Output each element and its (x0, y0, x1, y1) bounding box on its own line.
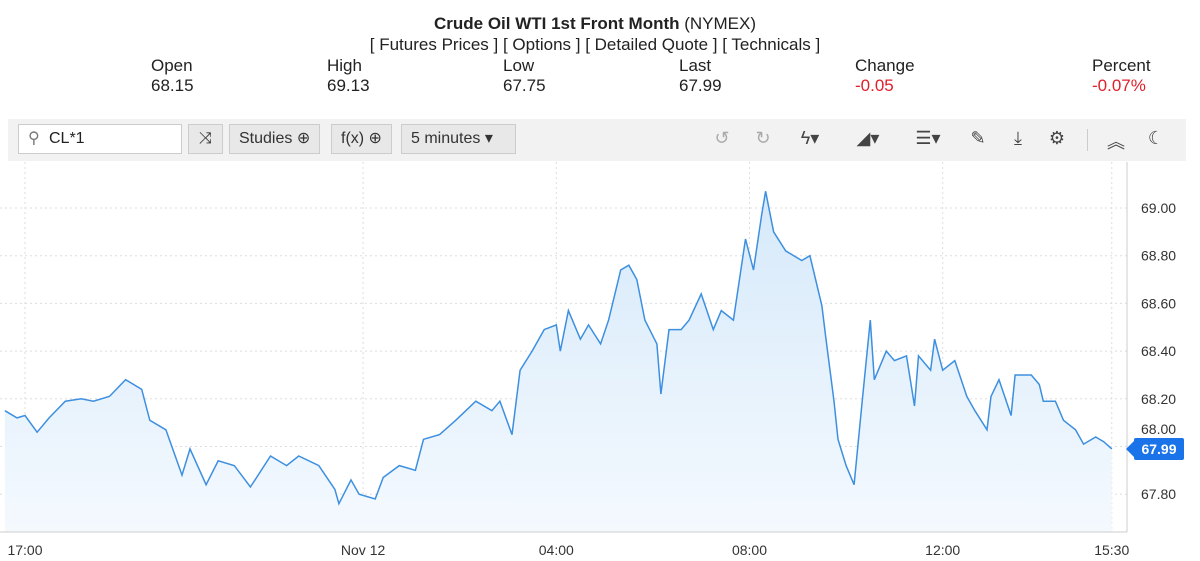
x-tick-label: 15:30 (1094, 542, 1129, 558)
collapse-icon[interactable]: ︽ (1107, 132, 1125, 152)
exchange-name: (NYMEX) (679, 14, 757, 33)
stat-label: Open (151, 56, 193, 75)
stat-value: 67.99 (679, 76, 722, 95)
chart-toolbar: ⚲ CL*1 ⤨ Studies ⊕ f(x) ⊕ 5 minutes ▾ ↺ ↻… (8, 119, 1186, 161)
y-tick-label: 68.20 (1141, 391, 1176, 407)
moon-icon[interactable]: ☾ (1147, 128, 1165, 148)
futures-prices-link[interactable]: [ Futures Prices ] (369, 35, 499, 54)
price-area (4, 191, 1112, 533)
stat-label: Low (503, 56, 535, 75)
stat-value: 67.75 (503, 76, 546, 95)
stat-high: High 69.13 (327, 56, 370, 96)
quote-links: [ Futures Prices ] [ Options ] [ Detaile… (0, 35, 1190, 55)
stat-change: Change -0.05 (855, 56, 915, 96)
price-line (4, 191, 1113, 506)
y-tick-label: 69.00 (1141, 200, 1176, 216)
options-link[interactable]: [ Options ] (502, 35, 581, 54)
stat-label: Last (679, 56, 712, 75)
y-tick-label: 68.40 (1141, 343, 1176, 359)
chart-type-icon[interactable]: ◢▾ (856, 128, 880, 148)
stat-value: 68.15 (151, 76, 194, 95)
stat-open: Open 68.15 (151, 56, 194, 96)
instrument-name: Crude Oil WTI 1st Front Month (433, 14, 680, 33)
x-tick-label: 08:00 (732, 542, 767, 558)
quote-title: Crude Oil WTI 1st Front Month (NYMEX) (0, 14, 1190, 34)
y-tick-label: 68.00 (1141, 421, 1176, 437)
symbol-search-input[interactable]: ⚲ CL*1 (18, 124, 182, 154)
stat-label: Percent (1092, 56, 1151, 75)
undo-icon[interactable]: ↺ (714, 128, 730, 148)
stat-value: -0.07% (1092, 76, 1146, 95)
toolbar-divider (1087, 129, 1088, 151)
y-tick-label: 68.80 (1141, 248, 1176, 264)
technicals-link[interactable]: [ Technicals ] (722, 35, 821, 54)
y-tick-label: 68.60 (1141, 295, 1176, 311)
price-chart[interactable]: 67.80 68.00 68.20 68.40 68.60 68.80 69.00 17:00… (0, 162, 1200, 561)
redo-icon[interactable]: ↻ (755, 128, 771, 148)
lightning-icon[interactable]: ϟ▾ (800, 128, 820, 148)
symbol-value: CL*1 (49, 130, 85, 147)
x-tick-label: 17:00 (7, 542, 42, 558)
last-price-badge: 67.99 (1126, 438, 1184, 460)
x-tick-label: 04:00 (539, 542, 574, 558)
stat-label: Change (855, 56, 915, 75)
stat-value: 69.13 (327, 76, 370, 95)
compare-button[interactable]: ⤨ (188, 124, 223, 154)
stat-value: -0.05 (855, 76, 894, 95)
stat-percent: Percent -0.07% (1092, 56, 1151, 96)
download-icon[interactable]: ⤓ (1014, 128, 1022, 148)
pencil-icon[interactable]: ✎ (970, 128, 986, 148)
shuffle-icon: ⤨ (199, 130, 212, 147)
y-tick-label: 67.80 (1141, 486, 1176, 502)
stat-label: High (327, 56, 362, 75)
stat-low: Low 67.75 (503, 56, 546, 96)
x-tick-label: Nov 12 (341, 542, 386, 558)
stat-last: Last 67.99 (679, 56, 722, 96)
studies-button[interactable]: Studies ⊕ (229, 124, 321, 154)
layout-icon[interactable]: ☰▾ (915, 128, 941, 148)
fx-button[interactable]: f(x) ⊕ (331, 124, 392, 154)
detailed-quote-link[interactable]: [ Detailed Quote ] (585, 35, 718, 54)
gear-icon[interactable]: ⚙ (1048, 128, 1066, 148)
search-icon: ⚲ (28, 130, 40, 147)
x-tick-label: 12:00 (925, 542, 960, 558)
interval-select[interactable]: 5 minutes ▾ (401, 124, 516, 154)
